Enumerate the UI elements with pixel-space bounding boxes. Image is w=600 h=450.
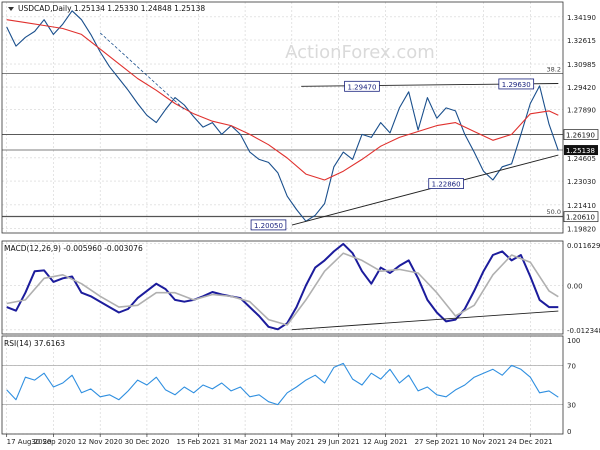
level-label: 1.26190 xyxy=(566,132,595,140)
series-moving-average xyxy=(6,19,559,181)
y-tick-label: 1.27890 xyxy=(567,107,596,115)
series-close xyxy=(6,10,559,222)
x-tick-label: 30 Dec 2020 xyxy=(125,438,170,446)
x-tick-label: 30 Sep 2020 xyxy=(31,438,75,446)
x-tick-label: 29 Jun 2021 xyxy=(318,438,360,446)
y-tick-label: 0.011629 xyxy=(567,242,600,250)
x-tick-label: 12 Aug 2021 xyxy=(363,438,408,446)
y-tick-label: 1.30985 xyxy=(567,61,596,69)
x-tick-label: 24 Dec 2021 xyxy=(508,438,553,446)
series-layer xyxy=(6,10,559,406)
trendline xyxy=(291,154,559,226)
series-guide xyxy=(99,32,185,110)
panel-frame xyxy=(1,1,564,234)
x-tick-label: 15 Feb 2021 xyxy=(177,438,221,446)
y-tick-label: 1.32615 xyxy=(567,37,596,45)
watermark: ActionForex.com xyxy=(285,42,435,63)
trendline xyxy=(291,310,559,331)
price-annotation: 1.22860 xyxy=(432,181,461,189)
price-annotation: 1.20050 xyxy=(254,222,283,230)
series-macd xyxy=(6,242,559,331)
macd-panel-title: MACD(12,26,9) -0.005960 -0.003076 xyxy=(4,244,143,253)
price-annotation-box xyxy=(344,80,380,92)
y-tick-label: 1.19820 xyxy=(567,225,596,233)
fib-level-label: 50.0 xyxy=(547,208,561,216)
current-price-box xyxy=(564,145,598,156)
series-signal xyxy=(6,252,559,326)
x-tick-label: 12 Nov 2020 xyxy=(78,438,123,446)
y-tick-label: 1.24605 xyxy=(567,155,596,163)
level-lines-layer xyxy=(2,72,563,406)
rsi-panel-title: RSI(14) 37.6163 xyxy=(4,339,65,348)
grid-layer xyxy=(2,2,563,435)
y-tick-label: 1.23030 xyxy=(567,178,596,186)
level-labels: 38.2 1.26190 50.0 1.20610 1.25138 xyxy=(547,65,599,223)
x-tick-label: 10 Nov 2021 xyxy=(461,438,506,446)
price-title: USDCAD,Daily 1.25134 1.25330 1.24848 1.2… xyxy=(8,4,205,13)
price-annotations: 1.29470 1.29630 1.22860 1.20050 xyxy=(250,78,535,231)
y-tick-label: 0.00 xyxy=(567,283,583,291)
y-axis-ticks: 1.34190 1.32615 1.30985 1.29420 1.27890 1.261… xyxy=(567,14,600,436)
y-tick-label: 1.21410 xyxy=(567,202,596,210)
panel-frames xyxy=(1,1,564,435)
x-tick-label: 27 Sep 2021 xyxy=(415,438,459,446)
y-tick-label: 0 xyxy=(567,428,571,436)
level-label-box xyxy=(563,211,599,223)
fib-level-label: 38.2 xyxy=(547,65,561,73)
y-tick-label: 1.34190 xyxy=(567,14,596,22)
price-annotation: 1.29470 xyxy=(347,83,376,91)
y-tick-label: 30 xyxy=(567,402,576,410)
price-annotation: 1.29630 xyxy=(502,81,531,89)
price-annotation-box xyxy=(250,219,287,231)
y-tick-label: -0.012348 xyxy=(567,327,600,335)
x-tick-label: 14 May 2021 xyxy=(269,438,315,446)
y-tick-label: 1.29420 xyxy=(567,84,596,92)
y-tick-label: 100 xyxy=(567,337,580,345)
x-tick-label: 17 Aug 2020 xyxy=(7,438,52,446)
y-tick-label: 70 xyxy=(567,362,576,370)
current-price-label: 1.25138 xyxy=(566,147,595,155)
price-panel-title: USDCAD,Daily 1.25134 1.25330 1.24848 1.2… xyxy=(18,4,205,13)
level-label: 1.20610 xyxy=(566,214,595,222)
price-annotation-box xyxy=(428,178,464,189)
panel-frame xyxy=(1,240,564,335)
price-annotation-box xyxy=(498,78,535,90)
x-tick-label: 31 Mar 2021 xyxy=(223,438,267,446)
series-rsi xyxy=(6,362,559,406)
level-label-box xyxy=(563,129,599,140)
panel-frame xyxy=(1,335,564,435)
